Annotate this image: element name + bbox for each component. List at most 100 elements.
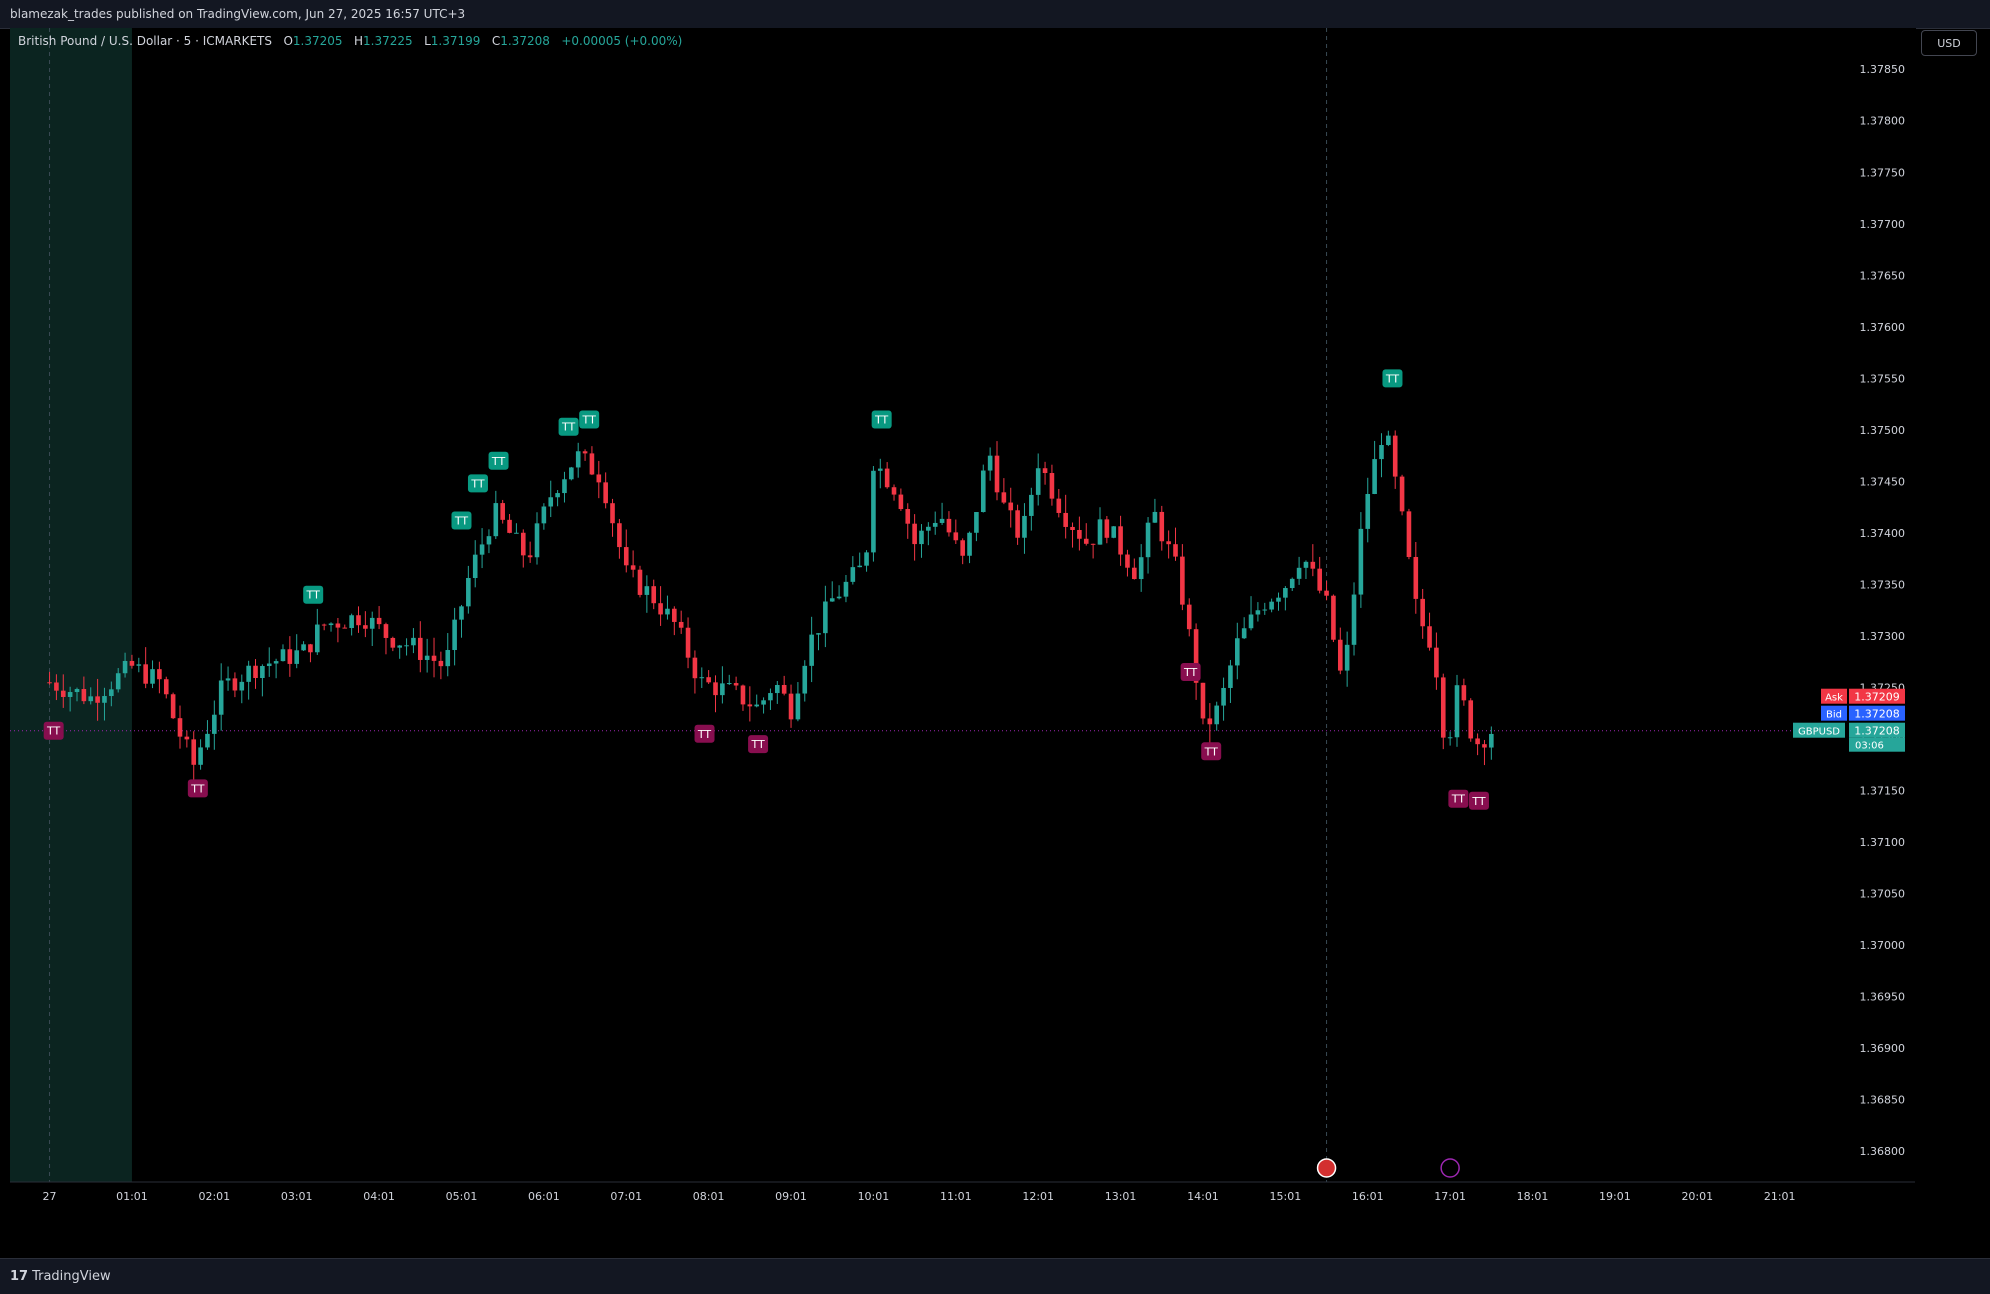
candle-body: [630, 565, 636, 570]
candle-body: [1200, 682, 1206, 719]
candle-body: [225, 678, 231, 681]
candle-body: [541, 506, 547, 524]
candle-body: [239, 681, 245, 691]
candle-body: [1125, 554, 1130, 568]
candle-body: [644, 586, 650, 595]
candle-body: [1386, 435, 1391, 446]
time-axis-tick: 21:01: [1764, 1190, 1796, 1203]
candle-body: [1379, 445, 1384, 460]
candle-body: [1351, 594, 1357, 645]
candle-body: [445, 650, 451, 667]
symbol-tag-label: GBPUSD: [1798, 727, 1840, 738]
price-axis-tick: 1.37400: [1860, 527, 1906, 540]
time-axis-tick: 09:01: [775, 1190, 807, 1203]
tt-marker-up[interactable]: [303, 585, 324, 604]
candle-body: [1420, 598, 1425, 627]
candle-body: [500, 503, 505, 520]
symbol-title: British Pound / U.S. Dollar · 5 · ICMARK…: [18, 34, 272, 48]
candle-body: [205, 733, 210, 748]
candle-body: [754, 704, 760, 707]
candle-body: [706, 677, 711, 683]
candle-body: [843, 581, 849, 597]
ask-label: Ask: [1825, 693, 1843, 704]
tt-marker-down[interactable]: [694, 724, 715, 743]
tt-marker-label: TT: [561, 421, 576, 434]
candle-body: [761, 700, 766, 705]
candle-body: [1283, 588, 1288, 598]
candle-body: [1008, 502, 1014, 511]
candle-body: [775, 684, 780, 694]
candle-body: [1090, 543, 1096, 545]
candle-body: [1214, 705, 1220, 725]
candle-body: [74, 689, 80, 693]
chart-area[interactable]: TT TT TT TT TT TT TT TT TT TT TT TT TT TT TT TT 1.37850…: [10, 28, 1916, 1230]
tt-marker-label: TT: [582, 414, 597, 427]
price-axis-tick: 1.37650: [1860, 269, 1906, 282]
tt-marker-down[interactable]: [187, 779, 208, 798]
lightning-event-icon[interactable]: [1440, 1158, 1460, 1178]
candle-body: [699, 677, 705, 679]
candle-body: [1427, 626, 1432, 648]
price-axis-tick: 1.37100: [1860, 836, 1906, 849]
time-axis-tick: 18:01: [1517, 1190, 1549, 1203]
tt-marker-down[interactable]: [1468, 791, 1489, 810]
candle-body: [534, 523, 540, 558]
tt-marker-up[interactable]: [467, 474, 488, 493]
candle-body: [747, 704, 753, 707]
tt-marker-up[interactable]: [871, 410, 892, 429]
tt-marker-up[interactable]: [488, 451, 509, 470]
time-axis-tick: 08:01: [693, 1190, 725, 1203]
candle-body: [912, 523, 917, 545]
candlestick-chart[interactable]: TT TT TT TT TT TT TT TT TT TT TT TT TT TT TT TT 1.37850…: [10, 28, 1916, 1230]
candle-body: [342, 627, 348, 629]
candle-body: [733, 683, 739, 686]
candle-body: [1042, 468, 1048, 474]
price-axis-tick: 1.36800: [1860, 1145, 1906, 1158]
tt-marker-down[interactable]: [1180, 662, 1201, 681]
candle-body: [603, 482, 608, 504]
tt-marker-up[interactable]: [1382, 369, 1403, 388]
candle-body: [1207, 718, 1213, 725]
candle-body: [136, 664, 142, 666]
symbol-legend: British Pound / U.S. Dollar · 5 · ICMARK…: [18, 34, 682, 48]
time-axis-tick: 06:01: [528, 1190, 560, 1203]
candle-body: [1413, 556, 1419, 599]
candle-body: [472, 554, 478, 578]
candle-body: [637, 569, 643, 595]
tt-marker-down[interactable]: [43, 721, 64, 740]
candle-body: [218, 680, 224, 715]
candle-body: [960, 540, 965, 556]
candle-body: [692, 657, 698, 679]
candle-body: [720, 683, 725, 696]
candle-body: [198, 747, 203, 765]
time-axis-tick: 14:01: [1187, 1190, 1219, 1203]
candle-body: [939, 518, 945, 523]
candle-body: [479, 544, 485, 555]
tt-marker-up[interactable]: [579, 410, 600, 429]
tt-marker-label: TT: [190, 782, 205, 795]
tradingview-logo[interactable]: 𝟭𝟳 TradingView: [10, 1269, 111, 1284]
tt-marker-down[interactable]: [748, 735, 769, 754]
low-label: L: [424, 34, 431, 48]
publish-text: blamezak_trades published on TradingView…: [10, 7, 466, 21]
candle-body: [1152, 511, 1158, 523]
tt-marker-label: TT: [470, 477, 485, 490]
candle-body: [54, 682, 59, 691]
price-axis-tick: 1.37850: [1860, 63, 1906, 76]
us-flag-event-icon[interactable]: [1316, 1158, 1337, 1178]
time-axis-tick: 03:01: [281, 1190, 313, 1203]
tt-marker-label: TT: [306, 589, 321, 602]
candle-body: [356, 615, 361, 626]
time-axis-tick: 20:01: [1681, 1190, 1713, 1203]
currency-button[interactable]: USD: [1921, 30, 1977, 56]
candle-body: [102, 696, 107, 703]
tt-marker-label: TT: [874, 414, 889, 427]
tt-marker-up[interactable]: [558, 417, 579, 436]
tt-marker-down[interactable]: [1201, 742, 1222, 761]
tt-marker-up[interactable]: [451, 511, 472, 530]
candle-body: [459, 606, 464, 620]
time-axis-tick: 27: [43, 1190, 57, 1203]
price-axis-tick: 1.36950: [1860, 991, 1906, 1004]
tt-marker-down[interactable]: [1448, 789, 1469, 808]
candle-body: [273, 661, 279, 664]
